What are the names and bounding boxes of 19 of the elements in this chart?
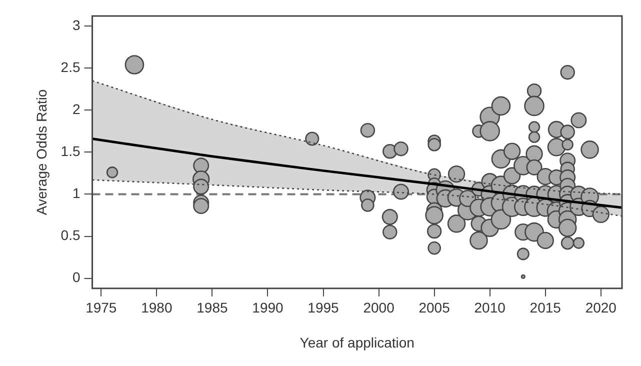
y-tick-label: 1	[72, 185, 80, 202]
y-tick-label: 0.5	[60, 227, 80, 244]
x-tick-label: 2020	[585, 300, 617, 316]
x-tick-label: 1975	[86, 300, 117, 316]
x-tick-label: 1995	[308, 300, 340, 316]
x-tick-label: 2005	[418, 300, 450, 316]
x-tick-label: 2000	[363, 300, 395, 316]
x-tick-label: 2015	[530, 300, 562, 316]
y-tick-label: 2	[72, 101, 80, 118]
y-axis-title: Average Odds Ratio	[33, 89, 50, 216]
x-tick-label: 1980	[141, 300, 172, 316]
x-tick-label: 1990	[252, 300, 284, 316]
x-tick-label: 1985	[196, 300, 228, 316]
y-tick-label: 3	[72, 16, 80, 33]
y-tick-label: 2.5	[60, 58, 80, 75]
y-tick-label: 1.5	[60, 143, 80, 160]
y-tick-label: 0	[72, 269, 80, 286]
x-tick-label: 2010	[474, 300, 506, 316]
x-axis-title: Year of application	[300, 334, 414, 350]
